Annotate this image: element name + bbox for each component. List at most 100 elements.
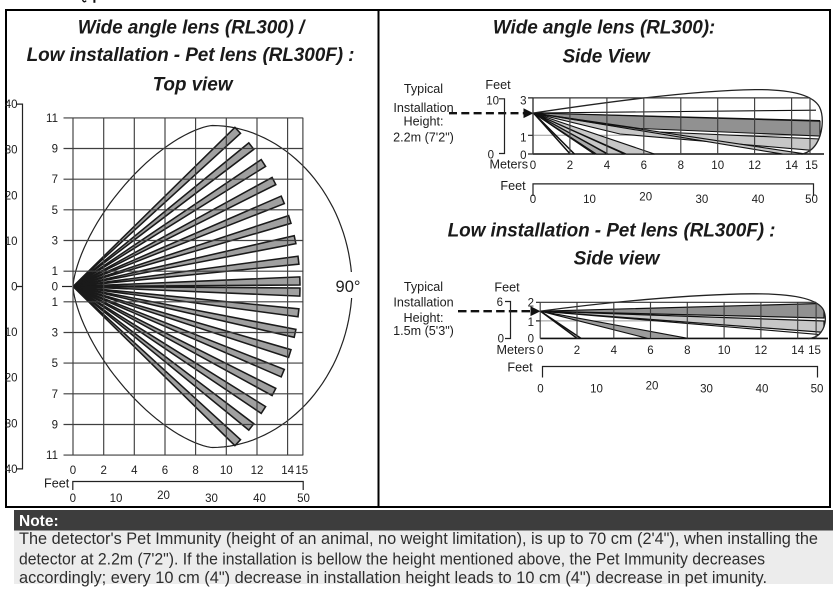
svg-text:Top view: Top view [153, 75, 234, 96]
svg-text:0: 0 [498, 334, 504, 346]
svg-text:5: 5 [52, 358, 58, 370]
svg-text:1: 1 [528, 317, 534, 329]
svg-text:10: 10 [486, 96, 499, 108]
svg-text:50: 50 [805, 194, 818, 206]
svg-text:40: 40 [5, 464, 18, 476]
svg-text:12: 12 [755, 345, 768, 357]
svg-text:30: 30 [700, 384, 713, 396]
svg-text:4: 4 [604, 160, 611, 172]
svg-text:Feet: Feet [44, 477, 70, 491]
svg-text:40: 40 [756, 384, 769, 396]
svg-text:0: 0 [52, 282, 58, 294]
svg-text:1: 1 [52, 297, 58, 309]
svg-text:4: 4 [131, 465, 138, 477]
svg-text:10: 10 [5, 327, 18, 339]
svg-text:7: 7 [52, 389, 58, 401]
svg-text:40: 40 [752, 194, 765, 206]
svg-text:6: 6 [497, 297, 503, 309]
svg-text:Feet: Feet [500, 179, 526, 193]
svg-text:12: 12 [251, 465, 264, 477]
svg-text:Note:: Note: [19, 513, 59, 530]
svg-text:10: 10 [590, 384, 603, 396]
svg-text:10: 10 [583, 194, 596, 206]
svg-text:30: 30 [696, 194, 709, 206]
svg-text:0: 0 [11, 282, 17, 294]
svg-text:11: 11 [46, 113, 58, 125]
svg-text:2.2m (7'2"): 2.2m (7'2") [393, 131, 454, 145]
svg-text:0: 0 [530, 194, 536, 206]
svg-text:30: 30 [5, 418, 18, 430]
svg-text:Wide angle lens (RL300) /: Wide angle lens (RL300) / [78, 18, 306, 39]
svg-text:0: 0 [488, 150, 494, 162]
svg-text:Feet: Feet [507, 361, 533, 375]
svg-text:0: 0 [70, 493, 76, 505]
svg-text:8: 8 [684, 345, 690, 357]
svg-text:Feet: Feet [485, 78, 511, 92]
svg-text:5: 5 [52, 205, 58, 217]
svg-text:40: 40 [253, 493, 266, 505]
svg-text:2: 2 [100, 465, 106, 477]
svg-text:14: 14 [281, 465, 294, 477]
svg-text:2: 2 [528, 297, 534, 309]
svg-text:15: 15 [808, 345, 821, 357]
svg-text:6: 6 [641, 160, 647, 172]
svg-text:The detector's Pet Immunity (h: The detector's Pet Immunity (height of a… [19, 530, 818, 548]
svg-text:accordingly; every 10 cm (4"): accordingly; every 10 cm (4") decrease i… [19, 569, 767, 587]
svg-text:20: 20 [5, 190, 18, 202]
svg-text:0: 0 [70, 465, 76, 477]
svg-text:10: 10 [220, 465, 233, 477]
svg-text:11: 11 [46, 450, 58, 462]
svg-text:7: 7 [52, 174, 58, 186]
svg-text:20: 20 [646, 381, 659, 393]
svg-text:Height:: Height: [404, 115, 444, 129]
svg-text:1: 1 [520, 133, 526, 145]
svg-text:4: 4 [611, 345, 618, 357]
svg-text:2: 2 [574, 345, 580, 357]
svg-text:8: 8 [678, 160, 684, 172]
svg-text:30: 30 [205, 493, 218, 505]
svg-text:10: 10 [711, 160, 724, 172]
svg-text:30: 30 [5, 145, 18, 157]
svg-text:Low installation - Pet lens (R: Low installation - Pet lens (RL300F) : [448, 221, 776, 242]
svg-text:9: 9 [52, 420, 58, 432]
svg-text:2: 2 [567, 160, 573, 172]
svg-text:0: 0 [537, 384, 543, 396]
svg-text:Meters: Meters [497, 343, 536, 357]
svg-text:20: 20 [5, 373, 18, 385]
svg-text:3: 3 [52, 328, 58, 340]
svg-text:Side View: Side View [562, 47, 650, 68]
svg-text:15: 15 [805, 160, 818, 172]
svg-text:detector at 2.2m (7'2"). If th: detector at 2.2m (7'2"). If the installa… [19, 551, 765, 569]
svg-text:9: 9 [52, 144, 58, 156]
svg-text:Typical: Typical [404, 280, 443, 294]
svg-text:10: 10 [5, 236, 18, 248]
svg-text:3: 3 [52, 236, 58, 248]
svg-text:0: 0 [537, 345, 543, 357]
svg-text:1: 1 [52, 266, 58, 278]
svg-text:14: 14 [785, 160, 798, 172]
svg-text:0: 0 [528, 333, 534, 345]
svg-text:Installation: Installation [393, 295, 453, 309]
svg-text:Meters: Meters [490, 158, 529, 172]
svg-text:50: 50 [297, 493, 310, 505]
svg-text:0: 0 [520, 150, 526, 162]
svg-text:12: 12 [748, 160, 761, 172]
svg-text:Feet: Feet [494, 280, 520, 294]
svg-text:Side view: Side view [574, 249, 661, 270]
svg-text:0: 0 [530, 160, 536, 172]
svg-text:3: 3 [520, 95, 526, 107]
svg-text:Height:: Height: [404, 311, 444, 325]
svg-text:15: 15 [295, 465, 308, 477]
svg-text:Installation: Installation [393, 101, 453, 115]
svg-text:90°: 90° [336, 278, 361, 296]
svg-text:20: 20 [639, 192, 652, 204]
svg-text:6: 6 [647, 345, 653, 357]
svg-text:10: 10 [110, 493, 123, 505]
svg-text:1.5m (5'3"): 1.5m (5'3") [393, 324, 454, 338]
svg-text:50: 50 [811, 384, 824, 396]
svg-text:Typical: Typical [404, 82, 443, 96]
svg-text:Low installation - Pet lens (R: Low installation - Pet lens (RL300F) : [27, 45, 355, 66]
svg-text:10: 10 [718, 345, 731, 357]
svg-text:6: 6 [162, 465, 168, 477]
svg-text:20: 20 [157, 490, 170, 502]
